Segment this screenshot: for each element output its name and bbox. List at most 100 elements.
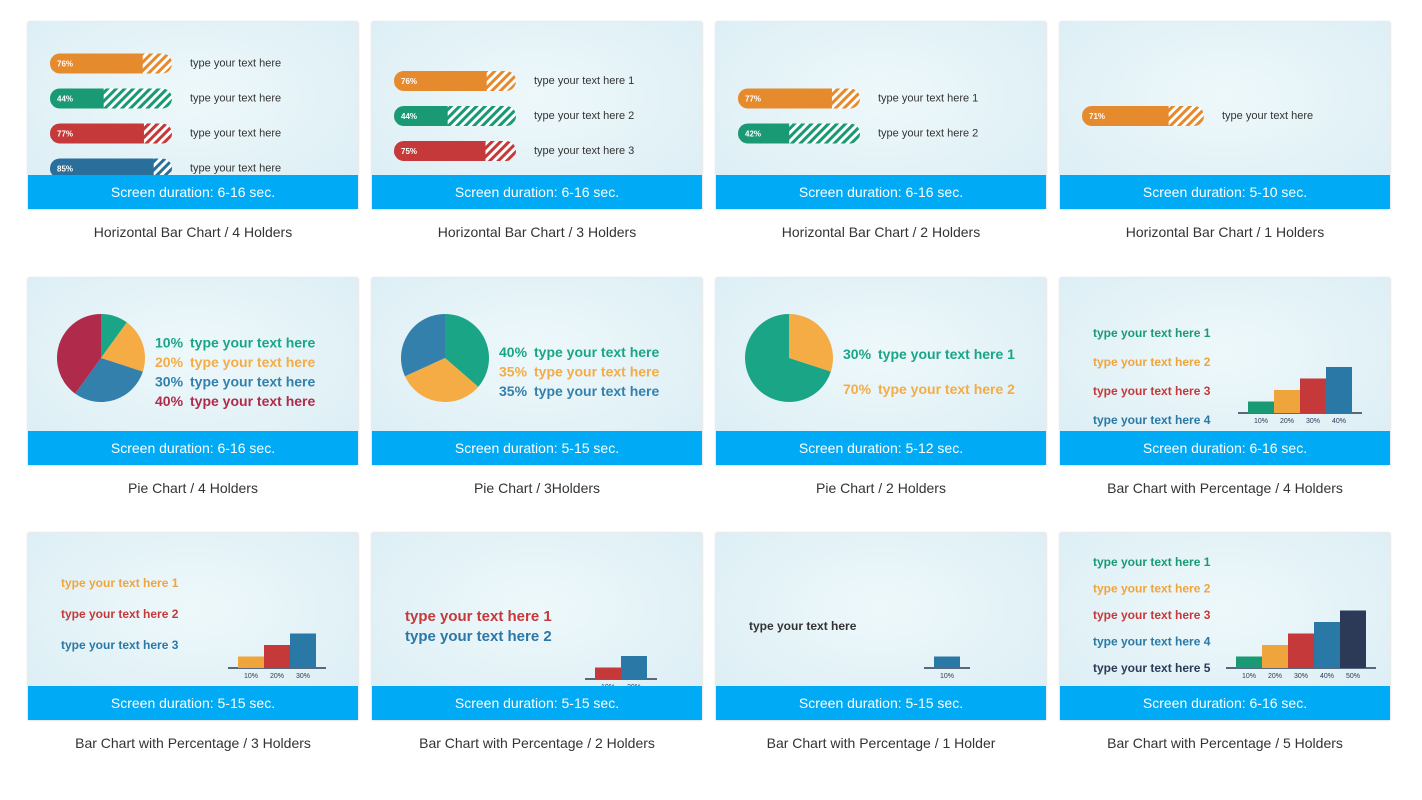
value-label: 44% bbox=[57, 95, 73, 104]
template-card[interactable]: 76% type your text here 1 44% type your tex… bbox=[372, 22, 702, 240]
screen-duration: Screen duration: 5-15 sec. bbox=[372, 431, 702, 465]
holder-text: type your text here 1 bbox=[534, 75, 634, 87]
card-caption[interactable]: Pie Chart / 2 Holders bbox=[816, 480, 946, 496]
holder-text: type your text here bbox=[190, 92, 281, 104]
card-caption[interactable]: Pie Chart / 3Holders bbox=[473, 480, 601, 496]
value-label: 40% bbox=[155, 393, 184, 409]
thumbnail[interactable]: 71% type your text here Screen duration: 5… bbox=[1060, 22, 1390, 209]
screen-duration: Screen duration: 6-16 sec. bbox=[716, 175, 1046, 209]
holder-text: type your text here 1 bbox=[1093, 326, 1211, 340]
holder-text: type your text here 2 bbox=[878, 127, 978, 139]
thumbnail[interactable]: 76% type your text here 44% type your text … bbox=[28, 22, 358, 209]
pie-slice bbox=[101, 322, 145, 372]
bar bbox=[1262, 645, 1288, 668]
value-label: 76% bbox=[57, 60, 73, 69]
screen-duration: Screen duration: 6-16 sec. bbox=[1060, 686, 1390, 720]
card-caption[interactable]: Horizontal Bar Chart / 3 Holders bbox=[437, 224, 637, 240]
value-label: 35% bbox=[499, 383, 528, 399]
pie-slice bbox=[56, 314, 101, 394]
screen-duration: Screen duration: 5-15 sec. bbox=[28, 686, 358, 720]
card-caption[interactable]: Bar Chart with Percentage / 3 Holders bbox=[75, 735, 311, 751]
value-label: 30% bbox=[155, 373, 184, 389]
holder-text: type your text here bbox=[190, 57, 281, 69]
screen-duration: Screen duration: 6-16 sec. bbox=[372, 175, 702, 209]
holder-text: type your text here bbox=[190, 354, 315, 370]
card-caption[interactable]: Horizontal Bar Chart / 1 Holders bbox=[1125, 224, 1325, 240]
card-caption[interactable]: Horizontal Bar Chart / 2 Holders bbox=[781, 224, 981, 240]
bar bbox=[394, 71, 487, 91]
thumbnail[interactable]: 40% type your text here 35% type your text … bbox=[372, 278, 702, 465]
holder-text: type your text here 3 bbox=[1093, 384, 1211, 398]
holder-text: type your text here 3 bbox=[534, 145, 634, 157]
card-caption[interactable]: Bar Chart with Percentage / 5 Holders bbox=[1107, 735, 1343, 751]
template-card[interactable]: type your text here 10% Screen duration: 5… bbox=[716, 533, 1046, 751]
template-card[interactable]: type your text here 110%type your text h… bbox=[372, 533, 702, 751]
value-label: 70% bbox=[843, 381, 872, 397]
thumbnail[interactable]: 10% type your text here 20% type your text … bbox=[28, 278, 358, 465]
value-label: 71% bbox=[1089, 112, 1105, 121]
holder-text: type your text here 3 bbox=[1093, 608, 1211, 622]
thumbnail[interactable]: type your text here 10% Screen duration: 5… bbox=[716, 533, 1046, 720]
value-label: 76% bbox=[401, 77, 417, 86]
screen-duration: Screen duration: 6-16 sec. bbox=[28, 431, 358, 465]
bar bbox=[1236, 656, 1262, 668]
holder-text: type your text here 1 bbox=[878, 346, 1015, 362]
template-card[interactable]: 77% type your text here 1 42% type your tex… bbox=[716, 22, 1046, 240]
thumbnail[interactable]: 77% type your text here 1 42% type your tex… bbox=[716, 22, 1046, 209]
value-label: 75% bbox=[401, 147, 417, 156]
bar bbox=[1288, 633, 1314, 668]
bar bbox=[394, 141, 486, 161]
card-caption[interactable]: Bar Chart with Percentage / 2 Holders bbox=[419, 735, 655, 751]
bar bbox=[50, 158, 154, 179]
value-label: 40% bbox=[1332, 418, 1346, 425]
value-label: 20% bbox=[1280, 418, 1294, 425]
pie-slice bbox=[101, 314, 127, 358]
value-label: 20% bbox=[155, 354, 184, 370]
thumbnail[interactable]: type your text here 110%type your text h… bbox=[372, 533, 702, 720]
template-card[interactable]: 40% type your text here 35% type your text … bbox=[372, 278, 702, 496]
bar bbox=[934, 656, 960, 668]
template-card[interactable]: 76% type your text here 44% type your text … bbox=[28, 22, 358, 240]
pie-slice bbox=[75, 358, 143, 402]
bar bbox=[50, 123, 144, 144]
bar bbox=[621, 656, 647, 679]
bar bbox=[290, 633, 316, 668]
bar bbox=[264, 645, 290, 668]
card-caption[interactable]: Pie Chart / 4 Holders bbox=[128, 480, 258, 496]
value-label: 77% bbox=[57, 130, 73, 139]
bar bbox=[1300, 378, 1326, 413]
value-label: 30% bbox=[843, 346, 872, 362]
bar bbox=[50, 88, 104, 109]
holder-text: type your text here bbox=[534, 383, 659, 399]
thumbnail[interactable]: 76% type your text here 1 44% type your tex… bbox=[372, 22, 702, 209]
value-label: 40% bbox=[499, 344, 528, 360]
template-card[interactable]: 71% type your text here Screen duration: 5… bbox=[1060, 22, 1390, 240]
screen-duration: Screen duration: 5-15 sec. bbox=[372, 686, 702, 720]
holder-text: type your text here 2 bbox=[1093, 355, 1211, 369]
bar bbox=[1314, 622, 1340, 668]
bar bbox=[394, 106, 448, 126]
holder-text: type your text here 1 bbox=[878, 92, 978, 104]
holder-text: type your text here 3 bbox=[61, 638, 179, 652]
bar bbox=[1326, 367, 1352, 413]
template-card[interactable]: 10% type your text here 20% type your text … bbox=[28, 278, 358, 496]
template-card[interactable]: 30% type your text here 1 70% type your tex… bbox=[716, 278, 1046, 496]
value-label: 85% bbox=[57, 165, 73, 174]
card-caption[interactable]: Bar Chart with Percentage / 1 Holder bbox=[766, 735, 996, 751]
value-label: 20% bbox=[270, 673, 284, 680]
value-label: 30% bbox=[1294, 673, 1308, 680]
pie-slice bbox=[445, 314, 489, 387]
screen-duration: Screen duration: 5-12 sec. bbox=[716, 431, 1046, 465]
thumbnail[interactable]: 30% type your text here 1 70% type your tex… bbox=[716, 278, 1046, 465]
card-caption[interactable]: Bar Chart with Percentage / 4 Holders bbox=[1107, 480, 1343, 496]
bar bbox=[738, 88, 832, 109]
value-label: 10% bbox=[244, 673, 258, 680]
card-caption[interactable]: Horizontal Bar Chart / 4 Holders bbox=[93, 224, 293, 240]
